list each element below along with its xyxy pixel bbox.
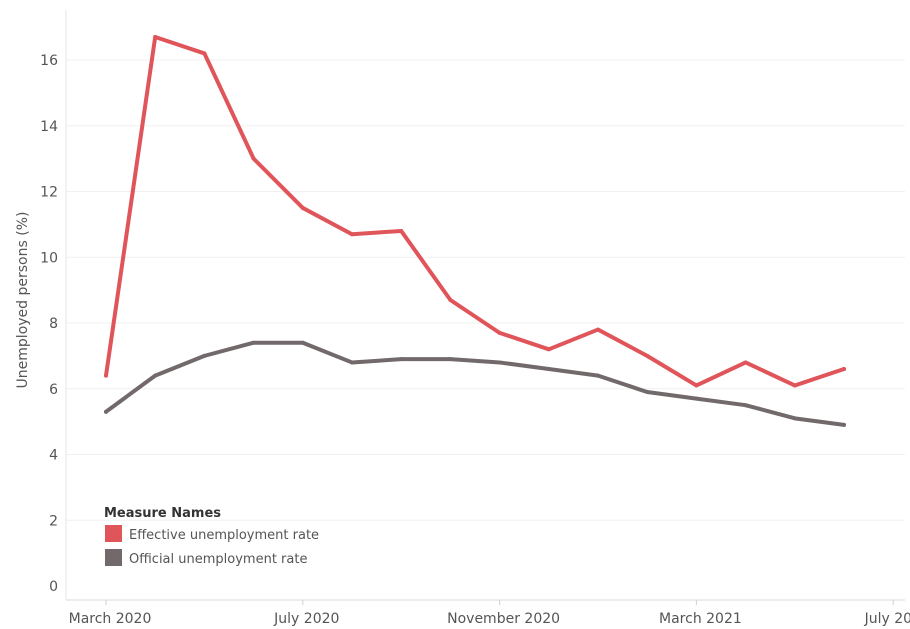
data-point [399,228,404,233]
legend-swatch [105,525,122,542]
legend-title: Measure Names [104,506,221,521]
data-point [497,360,502,365]
data-point [546,347,551,352]
data-point [842,367,846,372]
data-point [448,297,453,302]
y-tick-label: 0 [49,579,58,595]
y-tick-label: 10 [40,250,58,266]
data-point [350,232,354,237]
data-point [596,327,600,332]
x-tick-label: July 2021 [864,611,910,627]
y-tick-label: 14 [40,119,58,135]
y-axis-title: Unemployed persons (%) [15,212,31,389]
data-point [202,51,207,56]
data-point [842,422,846,427]
data-point [596,373,600,378]
x-tick-label: March 2020 [69,611,152,627]
data-point [300,205,305,210]
data-point [546,367,551,372]
y-tick-label: 8 [49,316,58,332]
data-point [694,383,699,388]
data-point [448,357,453,362]
legend: Measure Names Effective unemployment rat… [104,506,319,567]
legend-items: Effective unemployment rate Official unem… [105,525,319,567]
y-tick-label: 2 [49,513,58,529]
data-point [104,409,108,414]
data-point [104,373,108,378]
grid-lines [66,59,905,521]
series-official [104,340,846,427]
legend-swatch [105,549,122,566]
data-point [202,353,207,358]
data-point [251,340,256,345]
data-point [153,373,158,378]
series-line [104,34,846,388]
y-tick-labels: 0 2 4 6 8 10 12 14 16 [40,53,58,595]
data-point [153,34,158,39]
data-point [694,396,699,401]
data-point [792,383,797,388]
data-point [399,357,404,362]
data-point [645,353,650,358]
x-tick-label: November 2020 [447,611,560,627]
data-point [743,403,748,408]
legend-label: Official unemployment rate [129,552,307,567]
y-tick-label: 4 [49,448,58,464]
data-point [645,390,650,395]
series-line [104,340,846,427]
series-lines [104,34,846,427]
data-point [743,360,748,365]
x-tick-labels: March 2020 July 2020 November 2020 March 20… [69,600,910,627]
y-tick-label: 16 [40,53,58,69]
x-tick-label: July 2020 [273,611,339,627]
axes [65,10,905,601]
legend-label: Effective unemployment rate [129,528,319,543]
y-tick-label: 12 [40,185,58,201]
series-effective [104,34,846,388]
data-point [792,416,797,421]
y-tick-label: 6 [49,382,58,398]
data-point [497,330,502,335]
data-point [350,360,354,365]
data-point [251,156,256,161]
x-tick-label: March 2021 [659,611,742,627]
data-point [300,340,305,345]
